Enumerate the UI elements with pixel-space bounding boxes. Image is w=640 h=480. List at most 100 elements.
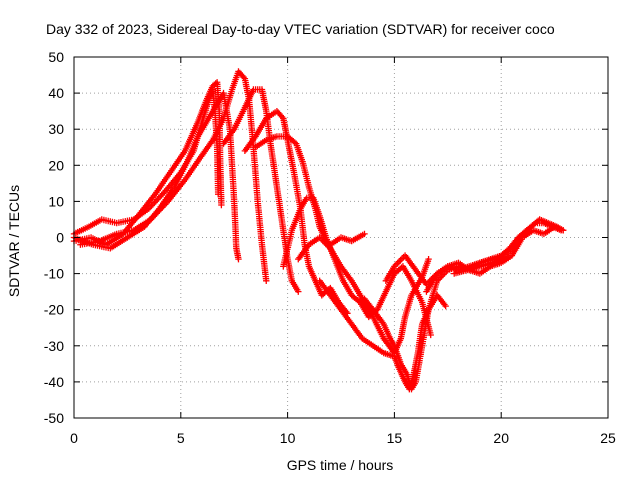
data-point-trail bbox=[388, 337, 397, 348]
data-point-trail bbox=[296, 243, 311, 261]
data-point-trail bbox=[542, 220, 554, 230]
data-point-trail bbox=[409, 380, 418, 391]
data-point-trail bbox=[521, 228, 535, 240]
data-point-trail bbox=[318, 235, 332, 250]
data-point-trail bbox=[183, 156, 202, 182]
data-point-trail bbox=[339, 308, 354, 326]
x-tick-label: 25 bbox=[600, 430, 616, 446]
data-point-trail bbox=[284, 138, 297, 174]
data-point-trail bbox=[271, 171, 282, 203]
data-point-trail bbox=[328, 286, 341, 304]
data-point bbox=[263, 277, 270, 285]
data-point-trail bbox=[253, 117, 269, 138]
data-point-trail bbox=[391, 355, 402, 369]
grid-lines bbox=[74, 57, 608, 418]
data-point-trail bbox=[370, 315, 386, 340]
data-point-trail bbox=[499, 253, 514, 265]
data-point-trail bbox=[349, 322, 365, 341]
data-point-trail bbox=[360, 336, 375, 348]
data-point-trail bbox=[371, 343, 386, 355]
data-point bbox=[235, 255, 242, 263]
data-point-trail bbox=[254, 138, 268, 150]
data-point-trail bbox=[284, 257, 295, 283]
series-arc-5 bbox=[220, 86, 302, 295]
data-point-trail bbox=[412, 344, 425, 383]
data-point-trail bbox=[419, 258, 432, 279]
data-point-trail bbox=[317, 214, 329, 239]
data-point bbox=[559, 227, 567, 234]
data-point-trail bbox=[383, 272, 397, 293]
x-tick-label: 10 bbox=[280, 430, 296, 446]
data-point-trail bbox=[307, 235, 322, 247]
data-point-trail bbox=[465, 260, 482, 273]
y-tick-label: -30 bbox=[44, 338, 64, 354]
data-point-trail bbox=[491, 256, 503, 263]
data-point bbox=[214, 190, 222, 198]
data-point bbox=[442, 302, 449, 310]
data-point-trail bbox=[259, 88, 270, 113]
y-tick-label: 50 bbox=[48, 49, 64, 65]
data-point-trail bbox=[267, 142, 278, 174]
data-point-trail bbox=[371, 308, 386, 326]
data-point-trail bbox=[242, 134, 258, 153]
y-axis-label: SDTVAR / TECUs bbox=[6, 185, 22, 297]
data-point-trail bbox=[285, 134, 298, 146]
data-point-trail bbox=[400, 265, 414, 283]
data-point-trail bbox=[220, 88, 235, 120]
data-point-trail bbox=[298, 196, 309, 210]
data-point-trail bbox=[210, 117, 226, 142]
y-tick-label: 20 bbox=[48, 157, 64, 173]
data-point-trail bbox=[276, 200, 287, 232]
data-point-trail bbox=[391, 344, 404, 365]
data-point-trail bbox=[520, 224, 533, 236]
data-point-trail bbox=[72, 224, 91, 237]
y-tick-label: -20 bbox=[44, 302, 64, 318]
y-tick-label: -40 bbox=[44, 374, 64, 390]
data-point bbox=[361, 230, 368, 238]
data-point-trail bbox=[409, 286, 418, 297]
y-tick-label: 0 bbox=[56, 230, 64, 246]
data-point-trail bbox=[375, 290, 389, 312]
data-point-trail bbox=[424, 272, 440, 293]
data-point-trail bbox=[108, 235, 129, 251]
data-point bbox=[295, 288, 302, 295]
data-point-trail bbox=[164, 171, 183, 193]
data-point-trail bbox=[191, 120, 205, 152]
data-point-trail bbox=[435, 264, 450, 276]
y-tick-label: -50 bbox=[44, 410, 64, 426]
data-point-trail bbox=[306, 265, 318, 283]
series-arc-6 bbox=[241, 107, 351, 317]
series-arc-4 bbox=[77, 68, 270, 285]
data-point-trail bbox=[147, 188, 168, 211]
y-tick-label: -10 bbox=[44, 266, 64, 282]
chart-title: Day 332 of 2023, Sidereal Day-to-day VTE… bbox=[46, 21, 555, 37]
data-point-trail bbox=[293, 142, 305, 163]
data-point-trail bbox=[182, 120, 201, 153]
data-point-trail bbox=[132, 206, 151, 222]
data-point-trail bbox=[242, 88, 256, 109]
data-point-trail bbox=[403, 254, 418, 272]
data-point-trail bbox=[199, 99, 212, 124]
data-point-trail bbox=[254, 200, 265, 246]
data-point-trail bbox=[289, 279, 299, 290]
data-point-trail bbox=[198, 138, 215, 160]
data-point-trail bbox=[280, 229, 295, 268]
data-series bbox=[70, 68, 567, 393]
data-point-trail bbox=[214, 146, 222, 196]
x-tick-label: 5 bbox=[177, 430, 185, 446]
data-point bbox=[218, 201, 225, 209]
data-point-trail bbox=[132, 217, 153, 233]
data-point-trail bbox=[499, 246, 514, 261]
data-point-trail bbox=[178, 149, 196, 174]
data-point-trail bbox=[299, 160, 312, 189]
data-point-trail bbox=[168, 149, 187, 174]
data-point-trail bbox=[252, 86, 263, 93]
data-point-trail bbox=[336, 300, 350, 315]
data-point-trail bbox=[100, 216, 118, 226]
data-point-trail bbox=[415, 323, 426, 355]
data-point-trail bbox=[98, 231, 118, 244]
data-point-trail bbox=[153, 171, 173, 196]
data-point-trail bbox=[555, 224, 565, 233]
